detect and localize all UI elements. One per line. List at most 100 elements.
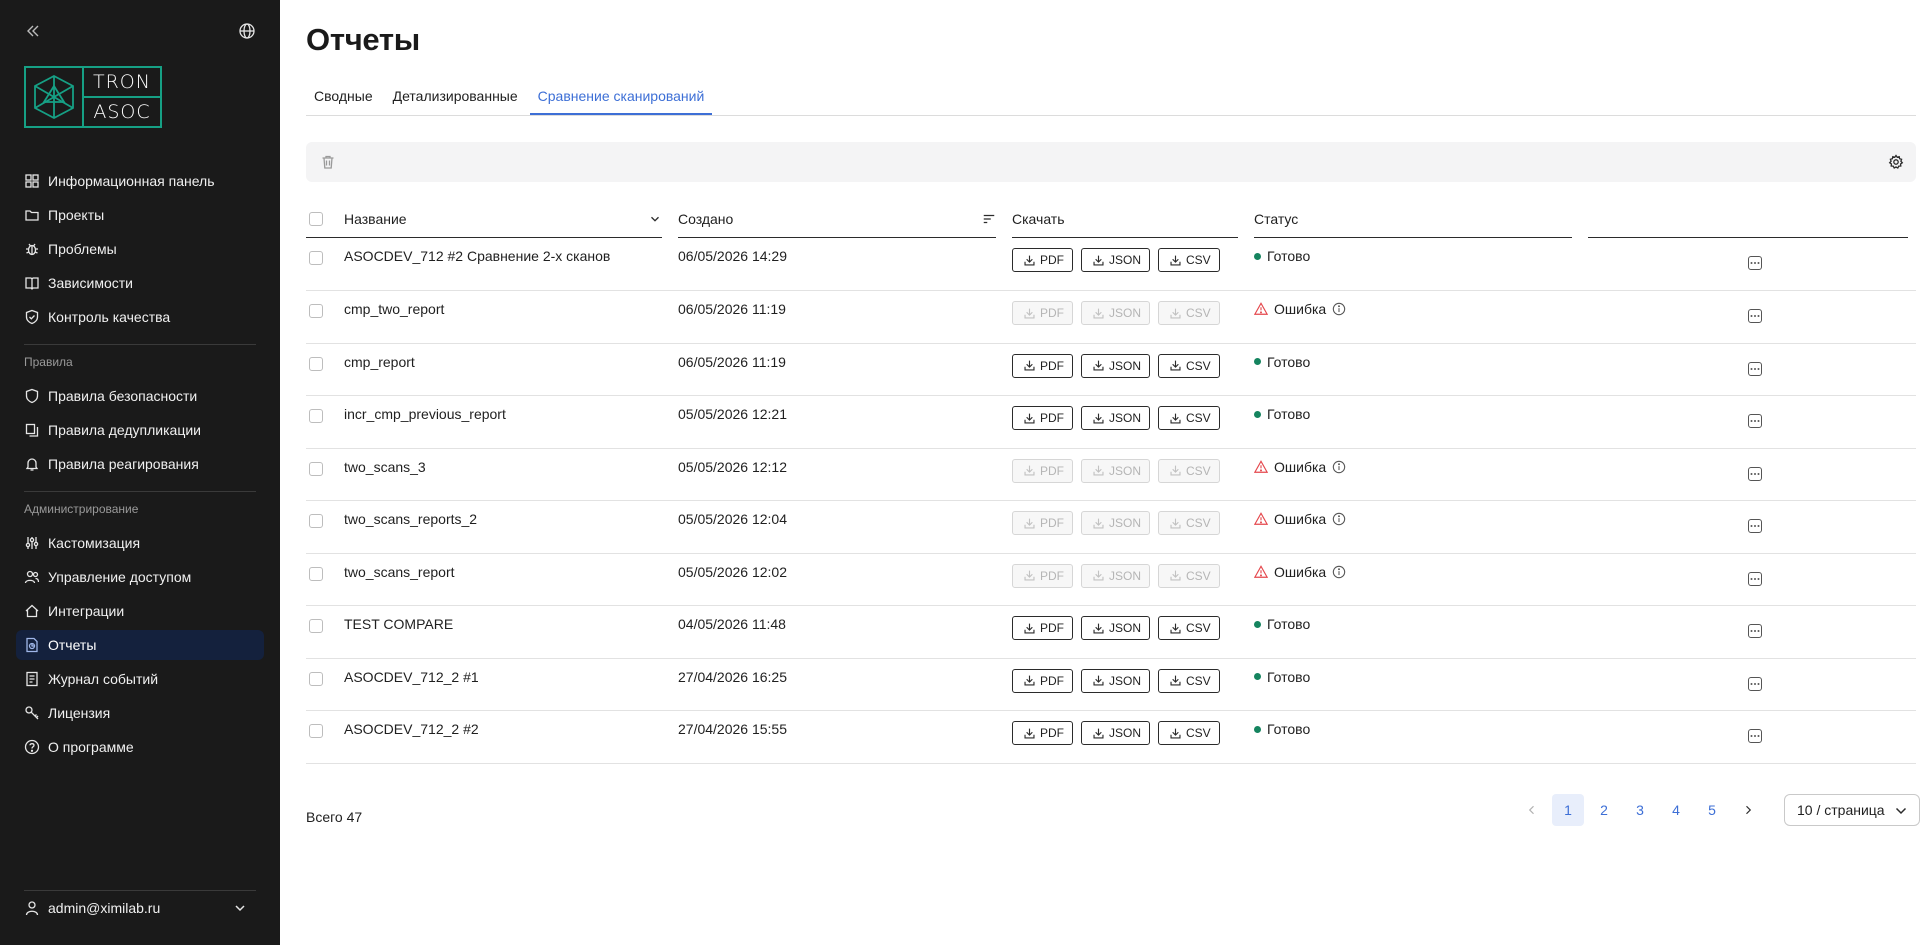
sidebar-item-reports[interactable]: Отчеты	[16, 630, 264, 660]
prev-page-button[interactable]	[1516, 794, 1548, 826]
download-json-button[interactable]: JSON	[1081, 563, 1151, 588]
column-header-created[interactable]: Создано	[678, 200, 1012, 238]
download-pdf-button[interactable]: PDF	[1012, 248, 1073, 272]
sidebar-item-response-rules[interactable]: Правила реагирования	[16, 449, 264, 479]
page-1-button[interactable]: 1	[1552, 794, 1584, 826]
tab-detailed[interactable]: Детализированные	[392, 88, 518, 104]
download-pdf-button[interactable]: PDF	[1012, 406, 1073, 430]
report-name[interactable]: cmp_two_report	[344, 290, 678, 344]
tab-scan-comparison[interactable]: Сравнение сканирований	[529, 84, 713, 115]
download-pdf-button[interactable]: PDF	[1012, 721, 1073, 745]
row-checkbox[interactable]	[309, 251, 323, 265]
download-json-button[interactable]: JSON	[1081, 301, 1151, 325]
trash-icon[interactable]	[320, 154, 336, 170]
report-name[interactable]: ASOCDEV_712_2 #1	[344, 658, 678, 711]
row-checkbox[interactable]	[309, 724, 323, 738]
more-actions-button[interactable]	[1748, 256, 1762, 270]
tab-summary[interactable]: Сводные	[314, 88, 373, 104]
next-page-button[interactable]	[1732, 794, 1764, 826]
sidebar-item-dashboard[interactable]: Информационная панель	[16, 166, 264, 196]
report-name[interactable]: cmp_report	[344, 343, 678, 396]
download-json-button[interactable]: JSON	[1081, 721, 1151, 745]
info-icon[interactable]	[1332, 565, 1346, 579]
row-checkbox[interactable]	[309, 409, 323, 423]
download-csv-button[interactable]: CSV	[1158, 301, 1220, 325]
row-checkbox[interactable]	[309, 566, 323, 581]
table-row[interactable]: ASOCDEV_712_2 #1 27/04/2026 16:25 PDF JSON C…	[306, 658, 1916, 711]
more-actions-button[interactable]	[1748, 414, 1762, 428]
sidebar-item-security-rules[interactable]: Правила безопасности	[16, 381, 264, 411]
row-checkbox[interactable]	[309, 619, 323, 633]
info-icon[interactable]	[1332, 460, 1346, 474]
download-pdf-button[interactable]: PDF	[1012, 616, 1073, 640]
page-5-button[interactable]: 5	[1708, 802, 1716, 818]
collapse-sidebar-icon[interactable]	[24, 22, 42, 40]
tron-asoc-logo[interactable]: TRON ASOC	[24, 66, 162, 128]
globe-icon[interactable]	[238, 22, 256, 40]
download-json-button[interactable]: JSON	[1081, 248, 1151, 272]
info-icon[interactable]	[1332, 512, 1346, 526]
download-csv-button[interactable]: CSV	[1158, 406, 1220, 430]
report-name[interactable]: incr_cmp_previous_report	[344, 395, 678, 449]
report-name[interactable]: two_scans_3	[344, 448, 678, 501]
download-csv-button[interactable]: CSV	[1158, 458, 1220, 483]
download-pdf-button[interactable]: PDF	[1012, 301, 1073, 325]
user-menu[interactable]: admin@ximilab.ru	[24, 891, 256, 925]
download-csv-button[interactable]: CSV	[1158, 353, 1220, 378]
download-pdf-button[interactable]: PDF	[1012, 353, 1073, 378]
download-pdf-button[interactable]: PDF	[1012, 668, 1073, 693]
more-actions-button[interactable]	[1748, 361, 1762, 376]
download-csv-button[interactable]: CSV	[1158, 511, 1220, 535]
sidebar-item-license[interactable]: Лицензия	[16, 698, 264, 728]
sidebar-item-dedup-rules[interactable]: Правила дедупликации	[16, 415, 264, 445]
more-actions-button[interactable]	[1748, 729, 1762, 743]
sidebar-item-customization[interactable]: Кастомизация	[16, 528, 264, 558]
download-csv-button[interactable]: CSV	[1158, 721, 1220, 745]
info-icon[interactable]	[1332, 302, 1346, 316]
sidebar-item-about[interactable]: О программе	[16, 732, 264, 762]
select-all-checkbox[interactable]	[309, 211, 323, 226]
report-name[interactable]: ASOCDEV_712_2 #2	[344, 710, 678, 764]
table-row[interactable]: ASOCDEV_712_2 #2 27/04/2026 15:55 PDF JSON C…	[306, 710, 1916, 764]
report-name[interactable]: TEST COMPARE	[344, 605, 678, 659]
table-row[interactable]: cmp_report 06/05/2026 11:19 PDF JSON CSV Гото…	[306, 343, 1916, 396]
table-row[interactable]: incr_cmp_previous_report 05/05/2026 12:21…	[306, 395, 1916, 449]
sort-icon[interactable]	[982, 212, 996, 226]
download-pdf-button[interactable]: PDF	[1012, 511, 1073, 535]
download-pdf-button[interactable]: PDF	[1012, 458, 1073, 483]
page-3-button[interactable]: 3	[1636, 802, 1644, 818]
sidebar-item-integrations[interactable]: Интеграции	[16, 596, 264, 626]
more-actions-button[interactable]	[1748, 466, 1762, 481]
sidebar-item-issues[interactable]: Проблемы	[16, 234, 264, 264]
download-json-button[interactable]: JSON	[1081, 458, 1151, 483]
gear-icon[interactable]	[1888, 154, 1904, 170]
page-4-button[interactable]: 4	[1672, 802, 1680, 818]
page-size-select[interactable]: 10 / страница	[1784, 794, 1920, 826]
more-actions-button[interactable]	[1748, 571, 1762, 586]
sidebar-item-event-log[interactable]: Журнал событий	[16, 664, 264, 694]
row-checkbox[interactable]	[309, 356, 323, 371]
chevron-down-icon[interactable]	[648, 212, 662, 226]
sidebar-item-dependencies[interactable]: Зависимости	[16, 268, 264, 298]
download-json-button[interactable]: JSON	[1081, 616, 1151, 640]
row-checkbox[interactable]	[309, 461, 323, 476]
more-actions-button[interactable]	[1748, 309, 1762, 323]
table-row[interactable]: two_scans_reports_2 05/05/2026 12:04 PDF JS…	[306, 500, 1916, 554]
row-checkbox[interactable]	[309, 304, 323, 318]
table-row[interactable]: two_scans_3 05/05/2026 12:12 PDF JSON CSV Оши…	[306, 448, 1916, 501]
page-2-button[interactable]: 2	[1600, 802, 1608, 818]
download-json-button[interactable]: JSON	[1081, 511, 1151, 535]
more-actions-button[interactable]	[1748, 624, 1762, 638]
download-csv-button[interactable]: CSV	[1158, 616, 1220, 640]
more-actions-button[interactable]	[1748, 519, 1762, 533]
download-json-button[interactable]: JSON	[1081, 406, 1151, 430]
table-row[interactable]: TEST COMPARE 04/05/2026 11:48 PDF JSON CSV Го…	[306, 605, 1916, 659]
table-row[interactable]: cmp_two_report 06/05/2026 11:19 PDF JSON CSV…	[306, 290, 1916, 344]
download-csv-button[interactable]: CSV	[1158, 668, 1220, 693]
column-header-name[interactable]: Название	[344, 200, 678, 238]
report-name[interactable]: two_scans_reports_2	[344, 500, 678, 554]
sidebar-item-access-control[interactable]: Управление доступом	[16, 562, 264, 592]
report-name[interactable]: two_scans_report	[344, 553, 678, 606]
download-pdf-button[interactable]: PDF	[1012, 563, 1073, 588]
download-json-button[interactable]: JSON	[1081, 353, 1151, 378]
